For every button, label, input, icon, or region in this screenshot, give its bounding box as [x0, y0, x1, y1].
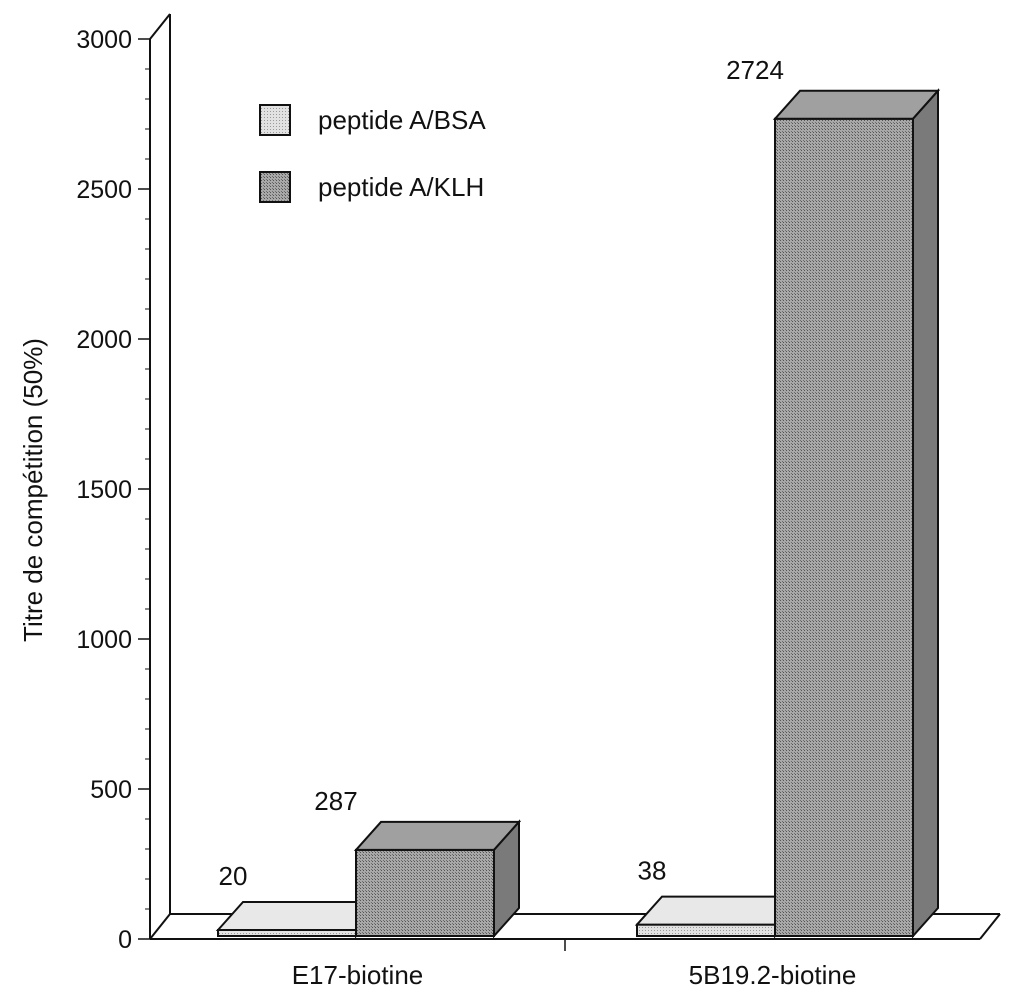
y-tick-label: 1500	[76, 476, 132, 504]
y-axis-title: Titre de compétition (50%)	[18, 338, 48, 642]
top-depth-edge	[149, 13, 171, 40]
y-tick-label: 2000	[76, 326, 132, 354]
x-category-label: E17-biotine	[292, 960, 424, 990]
y-tick-label: 0	[118, 926, 132, 954]
y-tick-label: 1000	[76, 626, 132, 654]
y-tick-label: 500	[90, 776, 132, 804]
bars	[215, 88, 941, 939]
data-label: 20	[219, 861, 248, 891]
bar-front-bsa	[636, 923, 776, 937]
y-tick-label: 3000	[76, 26, 132, 54]
legend-swatch-bsa	[259, 104, 291, 136]
bar-side-klh	[912, 88, 939, 939]
bar-top-klh	[772, 89, 941, 120]
bar-front-klh	[355, 848, 495, 938]
bar-side-klh	[493, 819, 520, 939]
bar-front-klh	[774, 117, 914, 938]
floor-depth-edge-left	[149, 913, 171, 940]
x-category-label: 5B19.2-biotine	[689, 960, 857, 990]
legend-label-bsa: peptide A/BSA	[318, 105, 486, 135]
legend: peptide A/BSA peptide A/KLH	[259, 104, 486, 203]
data-label: 38	[638, 856, 667, 886]
bar-top-klh	[353, 820, 522, 851]
data-label: 2724	[726, 55, 784, 85]
labels: 0 500 1000 1500 2000 2500 3000 E17-biotine 5B19.…	[76, 26, 856, 990]
legend-label-klh: peptide A/KLH	[318, 172, 484, 202]
legend-swatch-klh	[259, 171, 291, 203]
y-tick-label: 2500	[76, 176, 132, 204]
floor-depth-edge-right	[979, 913, 1001, 940]
data-label: 287	[314, 786, 357, 816]
